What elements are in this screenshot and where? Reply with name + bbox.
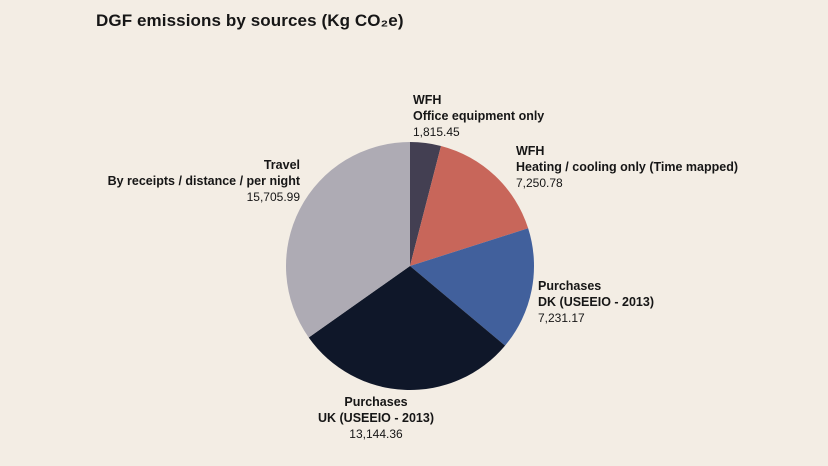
- slice-label-wfh-heating: WFH Heating / cooling only (Time mapped)…: [516, 143, 738, 191]
- slice-label-purchases-dk: Purchases DK (USEEIO - 2013) 7,231.17: [538, 278, 654, 326]
- slice-label-title: Purchases: [344, 395, 408, 409]
- slice-travel: [286, 142, 410, 338]
- slice-label-title: Purchases: [538, 279, 602, 293]
- slice-label-travel: Travel By receipts / distance / per nigh…: [100, 157, 300, 205]
- slice-label-value: 7,250.78: [516, 176, 563, 190]
- slice-label-subtitle: Heating / cooling only (Time mapped): [516, 160, 739, 174]
- slice-label-value: 1,815.45: [413, 125, 460, 139]
- slice-wfh-heating: [410, 145, 529, 266]
- slice-wfh-office: [410, 142, 441, 266]
- slice-label-title: WFH: [413, 93, 442, 107]
- slice-label-subtitle: UK (USEEIO - 2013): [317, 411, 434, 425]
- slice-label-title: Travel: [263, 158, 300, 172]
- slice-purchases-dk: [410, 228, 535, 346]
- slice-label-subtitle: Office equipment only: [413, 109, 545, 123]
- slice-label-subtitle: By receipts / distance / per night: [107, 174, 300, 188]
- slice-purchases-uk: [308, 266, 506, 391]
- chart-title: DGF emissions by sources (Kg CO₂e): [96, 11, 404, 30]
- slice-label-subtitle: DK (USEEIO - 2013): [538, 295, 655, 309]
- slice-label-purchases-uk: Purchases UK (USEEIO - 2013) 13,144.36: [296, 394, 456, 442]
- slice-label-value: 13,144.36: [349, 427, 403, 441]
- slice-label-wfh-office: WFH Office equipment only 1,815.45: [413, 92, 544, 140]
- slice-label-title: WFH: [516, 144, 545, 158]
- slice-label-value: 15,705.99: [246, 190, 300, 204]
- slice-label-value: 7,231.17: [538, 311, 585, 325]
